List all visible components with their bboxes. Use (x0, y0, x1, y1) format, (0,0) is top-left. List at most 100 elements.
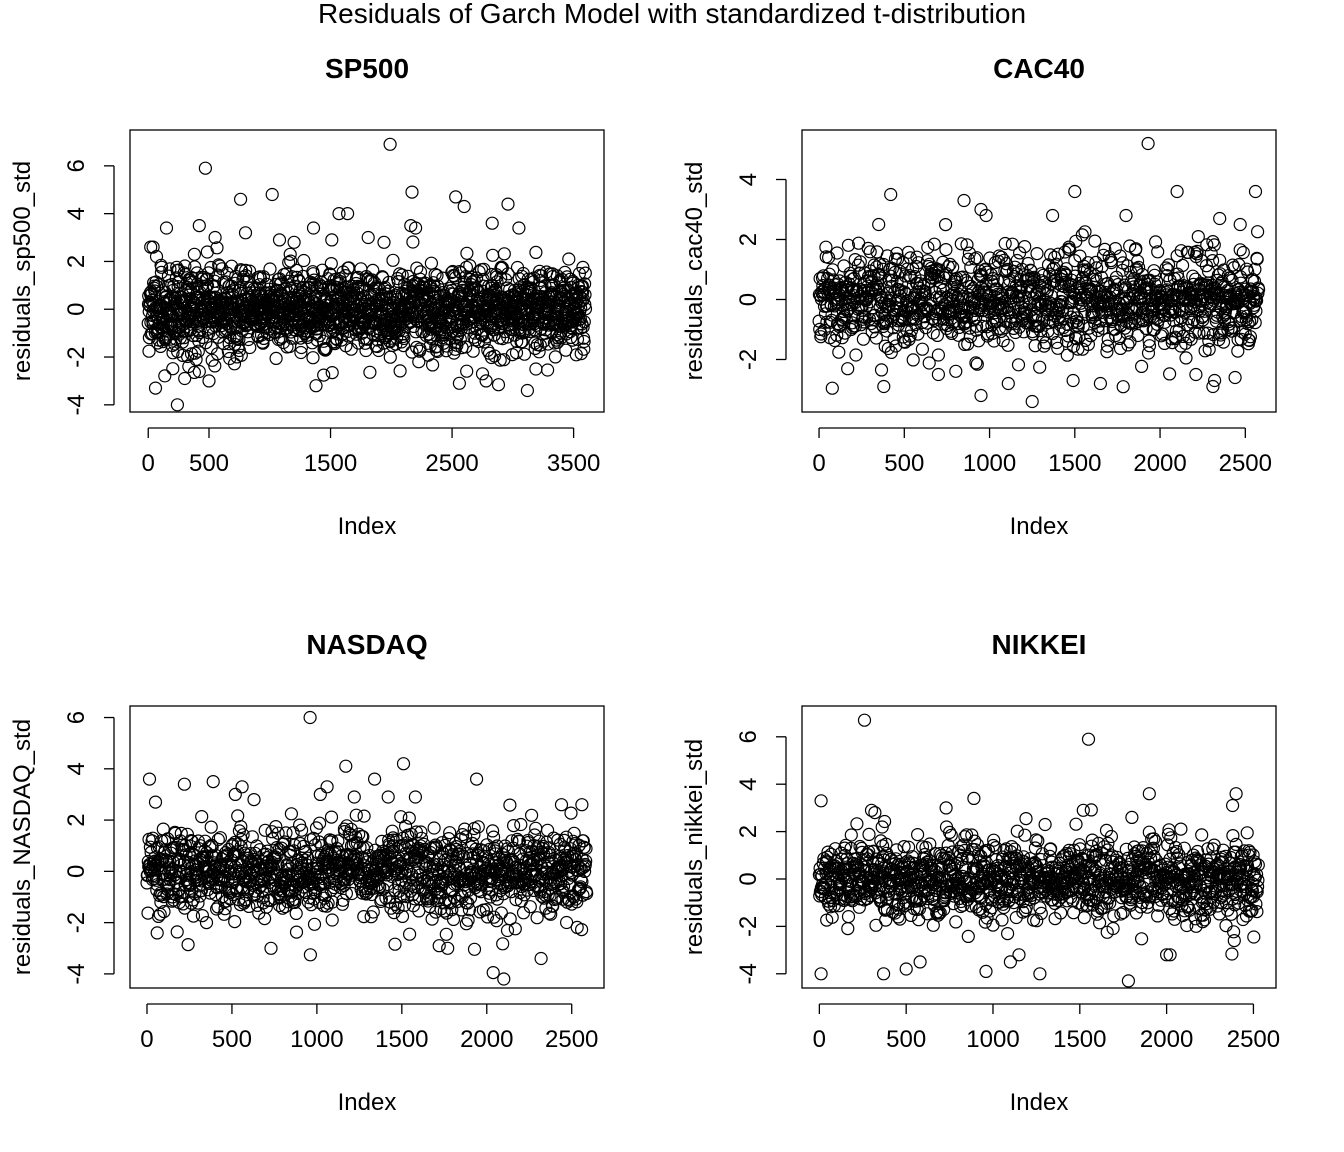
data-point (856, 332, 871, 346)
data-point (841, 909, 856, 924)
data-point (524, 808, 539, 822)
data-point (1021, 256, 1035, 271)
data-point (1008, 260, 1022, 274)
data-point (236, 828, 250, 842)
data-point (313, 787, 327, 802)
data-point (195, 908, 209, 923)
data-point (915, 342, 930, 356)
data-point (1050, 335, 1064, 350)
data-point (1084, 329, 1098, 343)
data-point (1123, 335, 1137, 349)
data-point (841, 921, 855, 936)
data-point (306, 221, 321, 235)
data-point (157, 904, 171, 919)
data-point (927, 237, 941, 251)
y-tick-label: 4 (63, 207, 90, 220)
data-point (357, 909, 371, 924)
data-point (397, 331, 411, 346)
data-point (1176, 329, 1190, 343)
data-point (1088, 269, 1102, 283)
data-point (1059, 334, 1074, 348)
data-point (574, 285, 589, 299)
data-point (862, 827, 876, 842)
data-point (880, 249, 894, 263)
data-point (1233, 217, 1247, 232)
data-point (263, 262, 277, 276)
data-point (877, 317, 891, 331)
data-point (541, 337, 555, 351)
data-point (166, 346, 180, 360)
data-point (970, 357, 984, 371)
y-tick-label: 6 (63, 711, 90, 724)
data-point (575, 279, 590, 293)
data-point (388, 290, 402, 304)
data-point (1125, 302, 1139, 316)
data-point (171, 280, 185, 294)
data-point (821, 250, 836, 265)
data-point (874, 363, 889, 377)
data-point (325, 233, 339, 247)
data-point (1055, 295, 1069, 309)
data-point (497, 972, 511, 986)
data-point (294, 345, 308, 360)
data-point (248, 846, 262, 860)
data-point (1148, 235, 1163, 249)
data-point (238, 892, 253, 907)
y-tick-label: -4 (63, 963, 90, 984)
y-tick-label: -2 (63, 346, 90, 367)
y-tick-label: 4 (735, 173, 762, 186)
data-point (578, 266, 592, 280)
data-point (1045, 208, 1060, 223)
data-point (1131, 260, 1146, 274)
data-point (410, 261, 424, 275)
x-tick-label: 500 (212, 1026, 252, 1053)
data-point (1108, 242, 1123, 256)
data-point (938, 218, 953, 232)
data-point (1033, 360, 1047, 374)
data-point (297, 253, 311, 268)
data-point (1170, 184, 1184, 199)
data-point (341, 207, 355, 221)
data-point (1101, 332, 1115, 346)
data-point (303, 948, 317, 962)
data-point (500, 923, 515, 938)
data-point (396, 339, 411, 353)
data-point (1051, 247, 1065, 261)
x-tick-label: 1500 (1048, 450, 1101, 477)
data-point (978, 263, 992, 277)
data-point (180, 827, 194, 841)
data-point (954, 237, 968, 251)
data-point (306, 267, 320, 281)
data-point (577, 334, 591, 349)
data-point (931, 367, 946, 382)
chart-title: NASDAQ (306, 629, 427, 660)
data-point (503, 798, 517, 812)
data-point (413, 265, 428, 279)
data-point (186, 909, 201, 923)
data-point (187, 247, 201, 261)
y-tick-label: 0 (735, 293, 762, 306)
data-point (881, 341, 895, 356)
data-point (861, 241, 875, 255)
data-point (1099, 314, 1114, 328)
data-point (486, 965, 500, 980)
data-point (540, 823, 555, 837)
y-tick-label: 0 (63, 865, 90, 878)
data-point (841, 238, 856, 252)
data-point (269, 351, 283, 365)
data-point (284, 807, 298, 821)
data-point (206, 774, 220, 789)
data-point (1147, 268, 1162, 282)
data-point (192, 364, 206, 379)
data-point (1142, 334, 1156, 348)
data-point (199, 915, 214, 930)
data-point (243, 340, 257, 355)
data-point (470, 772, 484, 786)
data-point (496, 332, 510, 346)
data-points (812, 136, 1266, 409)
data-point (1001, 376, 1015, 391)
data-point (208, 230, 222, 245)
x-tick-label: 2000 (1133, 450, 1186, 477)
data-point (1024, 285, 1038, 299)
data-point (529, 362, 543, 376)
